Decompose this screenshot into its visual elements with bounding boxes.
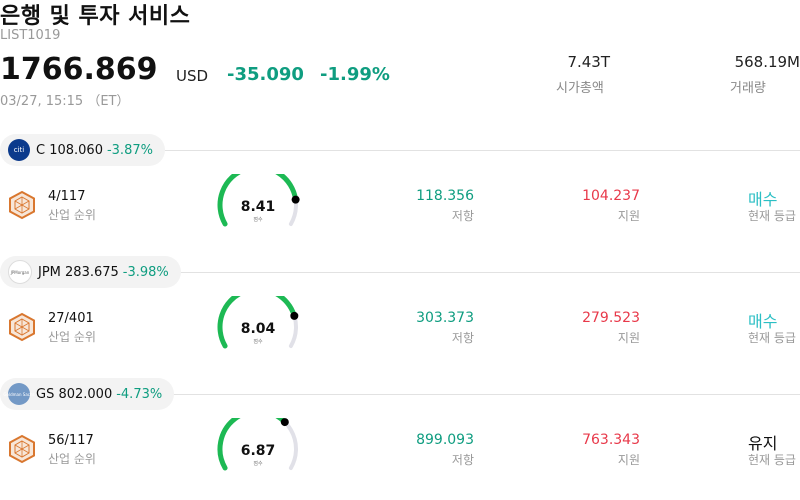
support-label: 지원 [617,331,640,345]
stock-ticker-pill[interactable]: citi C 108.060 -3.87% [0,134,165,166]
ticker-price: GS 802.000 [36,386,113,402]
industry-rank-icon [8,312,36,342]
price-change-percent: -1.99% [320,64,390,85]
resistance-label: 저항 [451,209,474,223]
page-title: 은행 및 투자 서비스 [0,4,191,29]
currency-label: USD [176,67,209,85]
gauge-score: 8.04 [241,321,276,337]
support-value: 279.523 [582,310,640,326]
stock-ticker-pill[interactable]: Goldman Sachs GS 802.000 -4.73% [0,378,175,410]
gauge-score: 8.41 [241,199,276,215]
current-grade-label: 현재 등급 [748,453,796,467]
stock-row[interactable]: JPMorgan JPM 283.675 -3.98% 27/401 산업 순위… [0,256,800,378]
support-value: 763.343 [582,432,640,448]
ticker-change-percent: -3.98% [122,264,169,280]
industry-rank-label: 산업 순위 [48,330,96,344]
score-gauge: 8.41 점수 [210,164,306,232]
current-grade-label: 현재 등급 [748,331,796,345]
resistance-label: 저항 [451,453,474,467]
ticker-change-percent: -4.73% [116,386,163,402]
citi-logo-icon: citi [8,139,30,161]
volume-value: 568.19M [734,53,800,71]
volume-label: 거래량 [730,81,766,96]
stock-row[interactable]: citi C 108.060 -3.87% 4/117 산업 순위 8.41 점… [0,134,800,256]
industry-rank-icon [8,434,36,464]
resistance-label: 저항 [451,331,474,345]
row-divider [0,272,800,273]
industry-rank-value: 4/117 [48,189,86,204]
gauge-score-label: 점수 [253,460,263,467]
industry-rank-label: 산업 순위 [48,208,96,222]
gauge-score: 6.87 [241,443,276,459]
price-change: -35.090 [227,64,304,85]
support-label: 지원 [617,209,640,223]
industry-rank-value: 27/401 [48,311,94,326]
resistance-value: 303.373 [416,310,474,326]
gauge-score-label: 점수 [253,338,263,345]
support-value: 104.237 [582,188,640,204]
index-code: LIST1019 [0,28,61,43]
ticker-change-percent: -3.87% [106,142,153,158]
resistance-value: 118.356 [416,188,474,204]
current-grade-label: 현재 등급 [748,209,796,223]
current-grade[interactable]: 유지 [748,434,778,453]
row-divider [0,394,800,395]
score-gauge: 6.87 점수 [210,408,306,476]
market-cap-value: 7.43T [567,53,610,71]
score-gauge: 8.04 점수 [210,286,306,354]
ticker-price: JPM 283.675 [38,264,119,280]
gauge-marker [280,418,289,427]
stock-row[interactable]: Goldman Sachs GS 802.000 -4.73% 56/117 산… [0,378,800,500]
support-label: 지원 [617,453,640,467]
timestamp: 03/27, 15:15 （ET） [0,94,130,109]
stock-ticker-pill[interactable]: JPMorgan JPM 283.675 -3.98% [0,256,181,288]
goldman-sachs-logo-icon: Goldman Sachs [3,383,35,405]
gauge-marker [290,311,299,320]
industry-rank-icon [8,190,36,220]
market-cap-label: 시가총액 [556,81,604,96]
jpmorgan-logo-icon: JPMorgan [8,260,32,284]
ticker-price: C 108.060 [36,142,103,158]
row-divider [0,150,800,151]
gauge-score-label: 점수 [253,216,263,223]
gauge-marker [291,195,300,204]
industry-rank-label: 산업 순위 [48,452,96,466]
current-grade[interactable]: 매수 [748,190,778,209]
current-grade[interactable]: 매수 [748,312,778,331]
resistance-value: 899.093 [416,432,474,448]
index-price: 1766.869 [0,52,158,87]
industry-rank-value: 56/117 [48,433,94,448]
